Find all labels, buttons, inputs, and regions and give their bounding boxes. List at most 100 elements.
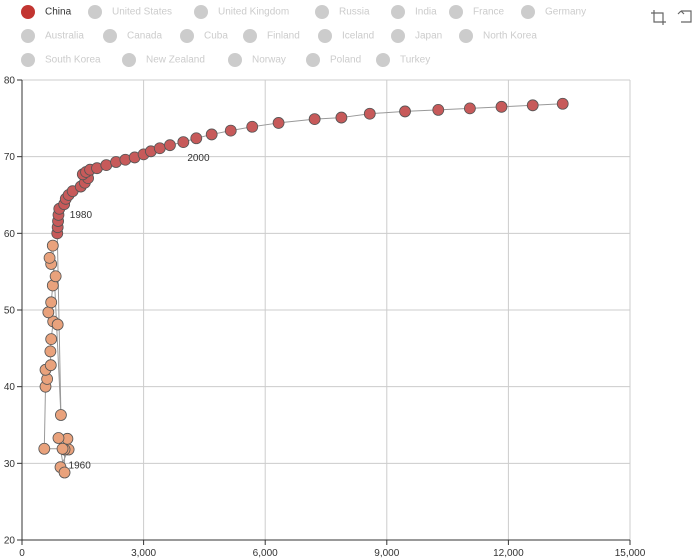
data-point[interactable]: [164, 139, 176, 152]
data-point[interactable]: [46, 239, 59, 252]
data-point[interactable]: [52, 432, 65, 444]
legend-marker: [194, 5, 208, 19]
data-point[interactable]: [44, 359, 57, 372]
legend-label: Cuba: [204, 31, 228, 42]
data-point[interactable]: [100, 159, 113, 172]
legend-marker: [122, 53, 136, 67]
data-point[interactable]: [246, 120, 259, 133]
legend-item-cuba[interactable]: Cuba: [180, 29, 228, 43]
data-point[interactable]: [556, 97, 569, 110]
y-tick-label: 20: [4, 536, 16, 547]
legend-item-united-kingdom[interactable]: United Kingdom: [194, 5, 289, 19]
legend-label: North Korea: [483, 31, 537, 42]
y-tick-label: 40: [4, 382, 16, 393]
data-point[interactable]: [432, 104, 445, 116]
data-point[interactable]: [272, 117, 285, 129]
legend-marker: [391, 29, 405, 43]
legend-item-china[interactable]: China: [21, 5, 72, 19]
data-point[interactable]: [56, 442, 69, 455]
legend-marker: [228, 53, 242, 67]
legend-label: Japan: [415, 31, 442, 42]
legend-marker: [180, 29, 194, 43]
legend-label: France: [473, 7, 505, 18]
point-label-1960: 1960: [69, 461, 92, 472]
legend-marker: [88, 5, 102, 19]
legend-item-australia[interactable]: Australia: [21, 29, 84, 43]
data-point[interactable]: [43, 251, 56, 264]
data-point[interactable]: [51, 318, 64, 331]
legend-label: China: [45, 7, 72, 18]
legend-item-north-korea[interactable]: North Korea: [459, 29, 537, 43]
data-point[interactable]: [49, 270, 62, 283]
legend-marker: [521, 5, 535, 19]
data-point[interactable]: [45, 333, 58, 346]
data-point[interactable]: [526, 99, 539, 112]
data-point[interactable]: [44, 345, 57, 358]
legend-label: United Kingdom: [218, 7, 289, 18]
legend-marker: [318, 29, 332, 43]
legend-marker: [306, 53, 320, 67]
axes: 0 3,000 6,000 9,000 12,000 15,000 20 30 40 50 60 70…: [4, 76, 646, 560]
legend-label: Turkey: [400, 55, 430, 66]
data-point[interactable]: [308, 113, 321, 125]
grid: [22, 79, 631, 540]
data-point[interactable]: [190, 132, 203, 145]
point-label-2000: 2000: [187, 153, 210, 164]
legend-item-new-zealand[interactable]: New Zealand: [122, 53, 205, 67]
data-point[interactable]: [177, 136, 190, 149]
x-tick-label: 3,000: [131, 548, 156, 559]
zoom-icon[interactable]: [650, 7, 668, 25]
legend-item-turkey[interactable]: Turkey: [376, 53, 430, 67]
legend-label: United States: [112, 7, 172, 18]
legend-marker: [315, 5, 329, 19]
x-tick-label: 15,000: [615, 548, 646, 559]
legend-marker: [391, 5, 405, 19]
legend-item-united-states[interactable]: United States: [88, 5, 172, 19]
legend-item-south-korea[interactable]: South Korea: [21, 53, 101, 67]
legend-marker: [21, 53, 35, 67]
data-point[interactable]: [153, 142, 166, 155]
y-tick-label: 80: [4, 76, 16, 87]
legend: China United States United Kingdom Russia In…: [21, 5, 586, 67]
legend-item-germany[interactable]: Germany: [521, 5, 586, 19]
legend-item-norway[interactable]: Norway: [228, 53, 286, 67]
data-point[interactable]: [42, 306, 55, 319]
y-tick-label: 50: [4, 306, 16, 317]
point-labels: 1960 1980 2000: [69, 153, 210, 471]
data-point[interactable]: [399, 105, 411, 118]
data-point[interactable]: [38, 442, 51, 455]
legend-item-japan[interactable]: Japan: [391, 29, 442, 43]
data-point[interactable]: [58, 466, 71, 479]
data-point[interactable]: [55, 409, 67, 421]
x-tick-label: 0: [19, 548, 25, 559]
legend-label: Australia: [45, 31, 84, 42]
data-point[interactable]: [224, 124, 237, 137]
legend-item-finland[interactable]: Finland: [243, 29, 300, 43]
legend-item-russia[interactable]: Russia: [315, 5, 370, 19]
y-tick-label: 60: [4, 229, 16, 240]
legend-item-france[interactable]: France: [449, 5, 505, 19]
legend-label: Russia: [339, 7, 370, 18]
legend-marker: [376, 53, 390, 67]
legend-marker: [243, 29, 257, 43]
trajectory-arrow: [278, 116, 316, 124]
zoom-reset-icon[interactable]: [676, 7, 694, 25]
legend-marker: [21, 29, 35, 43]
legend-label: Germany: [545, 7, 586, 18]
data-point[interactable]: [205, 128, 218, 141]
toolbox: [650, 7, 694, 25]
legend-item-canada[interactable]: Canada: [103, 29, 162, 43]
legend-label: India: [415, 7, 437, 18]
legend-label: Iceland: [342, 31, 374, 42]
legend-item-iceland[interactable]: Iceland: [318, 29, 374, 43]
legend-item-poland[interactable]: Poland: [306, 53, 361, 67]
data-point[interactable]: [335, 111, 348, 124]
data-point[interactable]: [45, 296, 58, 309]
legend-item-india[interactable]: India: [391, 5, 437, 19]
data-point[interactable]: [463, 102, 476, 115]
data-point[interactable]: [363, 107, 376, 120]
legend-label: New Zealand: [146, 55, 205, 66]
legend-label: Finland: [267, 31, 300, 42]
data-point[interactable]: [495, 100, 508, 113]
